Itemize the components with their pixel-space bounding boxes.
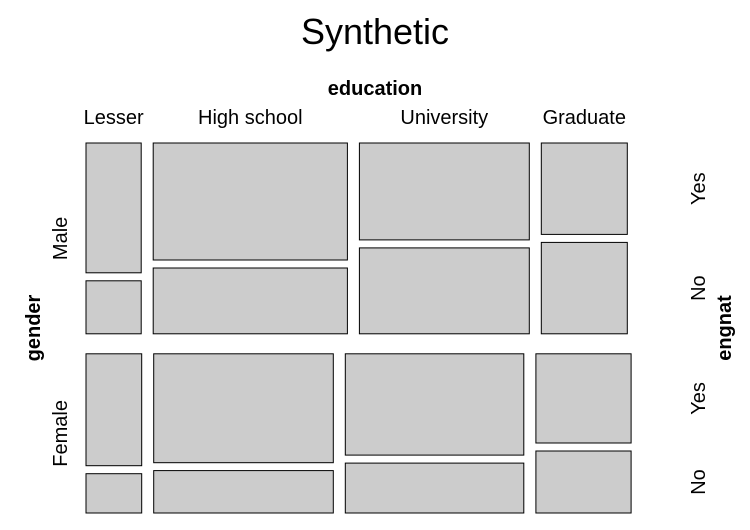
chart-title: Synthetic <box>301 11 449 52</box>
gender-label-male: Male <box>50 217 72 260</box>
engnat-label-yes-male: Yes <box>688 172 710 205</box>
tile-female-high-school-yes <box>153 353 334 464</box>
top-variable-label: education <box>328 78 422 100</box>
engnat-label-yes-female: Yes <box>688 382 710 415</box>
tile-male-high-school-yes <box>152 142 348 261</box>
right-variable-label: engnat <box>714 295 736 361</box>
tile-male-graduate-no <box>540 241 628 335</box>
education-label-university: University <box>400 107 488 129</box>
tile-male-high-school-no <box>152 267 348 335</box>
tile-female-university-no <box>344 462 525 514</box>
tile-female-graduate-no <box>535 450 632 514</box>
tile-female-lesser-no <box>85 473 143 514</box>
education-label-lesser: Lesser <box>84 107 144 129</box>
tile-male-graduate-yes <box>540 142 628 235</box>
left-variable-label: gender <box>23 294 45 361</box>
tile-male-university-no <box>358 247 530 335</box>
education-label-graduate: Graduate <box>543 107 626 129</box>
tile-male-lesser-yes <box>85 142 142 274</box>
labels-group: Male Female Lesser High school University Gra… <box>50 107 710 495</box>
gender-label-female: Female <box>50 400 72 467</box>
tile-female-high-school-no <box>153 470 334 514</box>
tile-male-lesser-no <box>85 280 142 335</box>
tile-female-graduate-yes <box>535 353 632 444</box>
engnat-label-no-female: No <box>688 469 710 495</box>
tile-male-university-yes <box>358 142 530 241</box>
engnat-label-no-male: No <box>688 275 710 301</box>
tile-female-university-yes <box>344 353 525 456</box>
education-label-high-school: High school <box>198 107 303 129</box>
tiles-group <box>85 142 632 514</box>
tile-female-lesser-yes <box>85 353 143 467</box>
